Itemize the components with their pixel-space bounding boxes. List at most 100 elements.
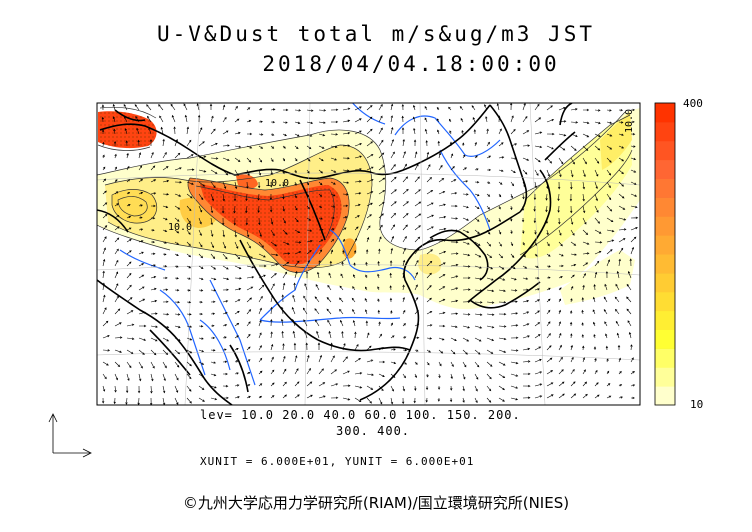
wind-arrow [570,181,573,190]
wind-arrow [186,139,192,147]
wind-arrow [292,294,296,303]
wind-arrow [615,283,620,291]
wind-arrow [186,385,192,392]
wind-arrow [282,381,287,387]
wind-arrow [234,105,238,111]
wind-arrow [534,299,540,303]
wind-arrow [234,299,241,303]
wind-arrow [569,310,573,315]
wind-arrow [126,310,134,315]
wind-arrow [283,108,289,112]
wind-arrow [246,169,250,177]
wind-arrow [438,152,442,159]
wind-arrow [328,330,332,339]
wind-arrow [605,333,608,339]
colorbar-min-label: 10 [690,398,704,411]
wind-arrow [413,127,416,135]
wind-arrow [305,271,309,278]
wind-arrow [414,163,419,171]
wind-arrow [437,140,441,147]
wind-arrow [498,385,505,391]
wind-arrow [604,283,608,291]
wind-arrow [126,227,132,231]
wind-arrow [138,286,145,291]
wind-arrow [498,289,506,292]
wind-arrow [414,151,418,159]
wind-arrow [126,204,131,207]
wind-arrow [222,312,228,315]
wind-arrow [449,385,453,391]
wind-arrow [294,121,301,125]
wind-arrow [293,342,297,351]
wind-arrow [510,253,515,258]
wind-arrow [294,133,300,137]
wind-arrow [342,144,351,147]
wind-arrow [402,271,405,279]
wind-arrow [210,397,218,401]
wind-arrow [306,193,310,198]
wind-arrow [582,393,588,399]
wind-arrow [158,104,164,111]
wind-arrow [114,237,120,243]
wind-arrow [102,361,109,366]
wind-arrow [534,265,539,268]
wind-arrow [414,225,421,231]
wind-arrow [462,397,465,403]
wind-arrow [174,265,179,268]
wind-arrow [366,116,373,123]
wind-arrow [618,384,623,387]
wind-arrow [474,155,478,159]
wind-arrow [460,117,464,123]
wind-arrow [630,108,636,112]
wind-arrow [162,229,168,232]
colorbar-band [655,310,675,330]
wind-arrow [570,253,577,256]
wind-arrow [605,345,609,351]
wind-arrow [340,273,344,279]
wind-arrow [569,205,573,214]
wind-arrow [125,140,128,147]
wind-arrow [534,346,542,351]
wind-arrow [174,325,181,329]
wind-arrow [510,277,517,281]
wind-arrow [282,261,290,267]
wind-arrow [498,229,502,235]
wind-arrow [330,228,335,231]
wind-arrow [450,179,457,183]
wind-arrow [114,336,123,339]
wind-arrow [522,169,528,175]
wind-arrow [174,152,181,159]
contour-label: 10.0 [265,178,289,189]
wind-arrow [498,397,505,402]
wind-arrow [438,239,447,243]
wind-arrow [210,349,216,352]
wind-arrow [558,369,564,375]
wind-arrow [102,258,106,267]
wind-arrow [522,193,525,200]
wind-arrow [234,384,240,387]
wind-arrow [582,369,586,375]
wind-arrow [270,253,279,257]
wind-arrow [210,324,215,328]
wind-arrow [378,321,381,327]
wind-arrow [510,324,519,327]
wind-arrow [198,324,204,328]
wind-arrow [186,289,191,292]
wind-arrow [366,191,374,195]
wind-arrow [426,226,434,231]
wind-arrow [474,141,477,147]
wind-arrow [352,319,356,327]
wind-arrow [546,229,549,236]
wind-arrow [582,273,586,279]
wind-arrow [101,397,105,404]
wind-arrow [282,181,285,187]
wind-arrow [593,333,596,339]
wind-arrow [510,143,518,147]
wind-arrow [246,119,252,123]
wind-arrow [318,260,321,267]
wind-arrow [221,205,225,214]
wind-arrow [366,154,374,159]
wind-arrow [618,133,624,136]
wind-arrow [438,215,447,219]
wind-arrow [150,361,155,369]
